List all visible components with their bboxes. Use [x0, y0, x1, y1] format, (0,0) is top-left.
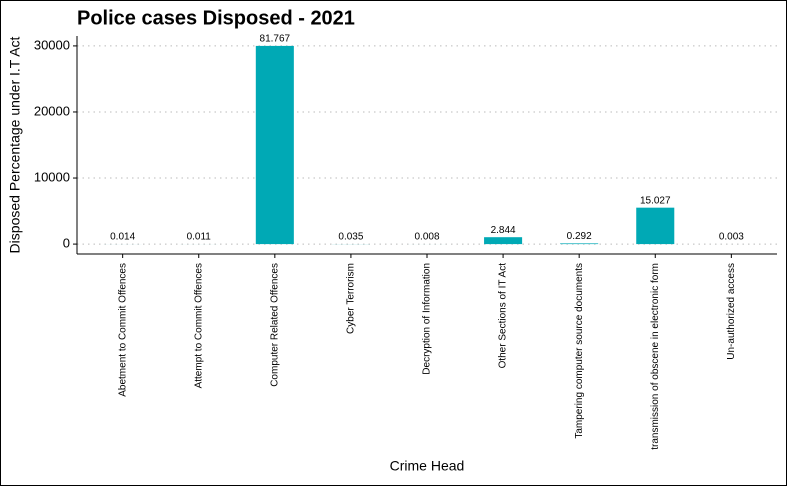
y-tick-label: 0: [63, 236, 70, 251]
x-tick-label: Attempt to Commit Offences: [193, 263, 204, 388]
value-label: 0.292: [567, 231, 592, 242]
x-tick-label: transmission of obscene in electronic fo…: [650, 263, 661, 450]
value-label: 2.844: [491, 225, 516, 236]
value-label: 0.008: [414, 232, 439, 243]
x-tick-label: Decryption of Information: [422, 263, 433, 375]
value-label: 0.035: [338, 232, 363, 243]
value-label: 15.027: [640, 195, 671, 206]
bar: [255, 45, 294, 245]
x-axis-title: Crime Head: [390, 458, 465, 474]
value-label: 0.011: [187, 232, 212, 243]
chart-title: Police cases Disposed - 2021: [77, 7, 355, 29]
bar: [636, 207, 675, 245]
x-tick-label: Un-authorized access: [726, 263, 737, 360]
y-tick-label: 20000: [34, 103, 70, 118]
x-tick-label: Other Sections of IT Act: [498, 263, 509, 369]
y-tick-label: 30000: [34, 37, 70, 52]
x-tick-label: Abetment to Commit Offences: [117, 263, 128, 397]
bar: [560, 243, 599, 245]
x-tick-label: Computer Related Offences: [269, 263, 280, 387]
value-label: 0.014: [110, 232, 135, 243]
bar: [484, 237, 523, 245]
value-label: 0.003: [719, 232, 744, 243]
y-axis-title: Disposed Percentage under I.T Act: [7, 36, 23, 253]
x-tick-label: Tampering computer source documents: [574, 263, 585, 439]
value-label: 81.767: [260, 34, 291, 45]
x-tick-label: Cyber Terrorism: [346, 263, 357, 334]
y-tick-label: 10000: [34, 169, 70, 184]
